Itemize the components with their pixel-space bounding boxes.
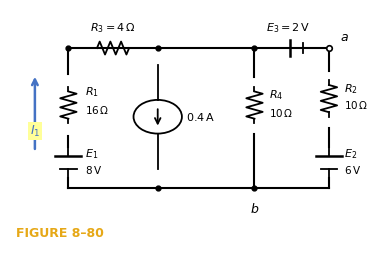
Text: $E_2$: $E_2$ [344,148,357,161]
Text: $0.4\,\mathrm{A}$: $0.4\,\mathrm{A}$ [186,111,215,123]
Text: FIGURE 8–80: FIGURE 8–80 [16,227,104,240]
Text: $16\,\Omega$: $16\,\Omega$ [85,104,109,116]
Text: $b$: $b$ [250,202,259,216]
Text: $R_1$: $R_1$ [85,85,99,99]
Text: $E_3 = 2\,\mathrm{V}$: $E_3 = 2\,\mathrm{V}$ [266,21,310,35]
Text: $R_4$: $R_4$ [269,88,284,102]
Text: $10\,\Omega$: $10\,\Omega$ [344,99,368,111]
Text: $8\,\mathrm{V}$: $8\,\mathrm{V}$ [85,164,102,176]
Text: $E_1$: $E_1$ [85,148,99,161]
Text: $a$: $a$ [340,31,349,44]
Text: $10\,\Omega$: $10\,\Omega$ [269,107,294,119]
Text: $6\,\mathrm{V}$: $6\,\mathrm{V}$ [344,164,361,176]
Text: $R_2$: $R_2$ [344,83,358,96]
Text: $R_3 = 4\,\Omega$: $R_3 = 4\,\Omega$ [90,21,136,35]
Text: $I_1$: $I_1$ [30,123,40,139]
